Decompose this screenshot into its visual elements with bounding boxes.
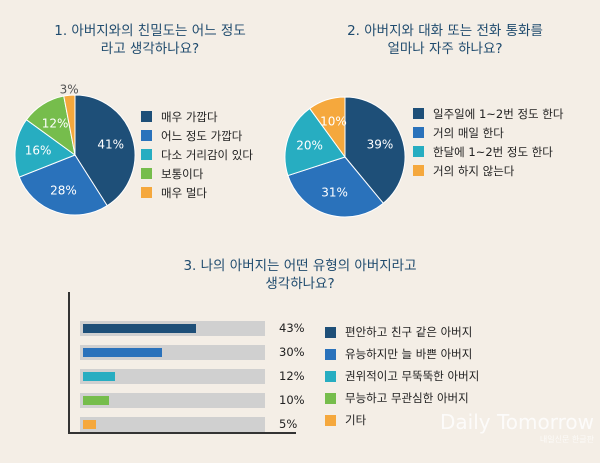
chart1-legend-label-2: 다소 거리감이 있다 bbox=[161, 147, 253, 162]
chart3-bar-2 bbox=[83, 372, 115, 381]
chart3-legend-swatch-3 bbox=[325, 392, 336, 404]
chart2-legend-item-2: 한달에 1~2번 정도 한다 bbox=[413, 142, 563, 161]
chart3-bar-value-0: 43% bbox=[279, 321, 305, 335]
chart3-bar-3 bbox=[83, 396, 110, 405]
chart2-slice-0 bbox=[344, 96, 406, 204]
chart3-bar-value-3: 10% bbox=[279, 393, 305, 407]
chart2-legend-item-1: 거의 매일 한다 bbox=[413, 123, 563, 142]
chart2-legend-label-2: 한달에 1~2번 정도 한다 bbox=[433, 144, 553, 159]
chart3-bar-track-2 bbox=[80, 369, 265, 384]
chart2-slice-2 bbox=[284, 107, 346, 177]
chart1-slice-label-2: 16% bbox=[25, 143, 52, 157]
chart3-bar-track-4 bbox=[80, 417, 265, 432]
chart3-bar-track-0 bbox=[80, 321, 265, 336]
chart2-legend-item-0: 일주일에 1~2번 정도 한다 bbox=[413, 104, 563, 123]
chart3-legend-label-4: 기타 bbox=[345, 413, 367, 427]
chart3-legend-label-0: 편안하고 친구 같은 아버지 bbox=[345, 325, 473, 339]
chart2-legend-swatch-2 bbox=[413, 146, 424, 157]
chart3-y-axis bbox=[68, 292, 70, 434]
chart1-legend-swatch-2 bbox=[141, 149, 152, 160]
chart1-slice-label-3: 12% bbox=[42, 117, 69, 131]
chart1-legend-swatch-3 bbox=[141, 168, 152, 179]
chart3-bar-value-4: 5% bbox=[279, 417, 298, 431]
chart3-legend-swatch-4 bbox=[325, 414, 336, 426]
chart1-legend-swatch-1 bbox=[141, 130, 152, 141]
chart3-x-axis bbox=[68, 432, 296, 434]
chart2-title: 2. 아버지와 대화 또는 전화 통화를 얼마나 자주 하나요? bbox=[347, 23, 543, 57]
chart1-slice-4 bbox=[63, 94, 76, 156]
chart3-legend-label-1: 유능하지만 늘 바쁜 아버지 bbox=[345, 347, 473, 361]
chart2-legend-swatch-1 bbox=[413, 127, 424, 138]
chart1-slice-1 bbox=[18, 154, 108, 216]
chart1-legend-swatch-4 bbox=[141, 187, 152, 198]
chart1-legend-item-3: 보통이다 bbox=[141, 164, 253, 183]
chart3-bar-0 bbox=[83, 324, 197, 333]
chart3-legend-swatch-2 bbox=[325, 370, 336, 382]
chart1-legend-swatch-0 bbox=[141, 111, 152, 122]
chart2-slice-label-0: 39% bbox=[367, 137, 394, 151]
chart2-legend-swatch-3 bbox=[413, 165, 424, 176]
chart3-bar-1 bbox=[83, 348, 162, 357]
watermark-logo: Daily Tomorrow 내일신문 한글판 bbox=[440, 410, 594, 444]
chart2-legend-label-0: 일주일에 1~2번 정도 한다 bbox=[433, 106, 564, 121]
chart3-bar-track-3 bbox=[80, 393, 265, 408]
chart1-legend-item-1: 어느 정도 가깝다 bbox=[141, 126, 253, 145]
chart1-legend-item-0: 매우 가깝다 bbox=[141, 107, 253, 126]
chart3-legend-label-3: 무능하고 무관심한 아버지 bbox=[345, 391, 469, 405]
chart3-legend-item-2: 권위적이고 무뚝뚝한 아버지 bbox=[325, 365, 479, 387]
chart2-slice-1 bbox=[287, 156, 384, 218]
chart2-slice-label-1: 31% bbox=[321, 186, 348, 200]
chart3-legend-swatch-0 bbox=[325, 326, 336, 338]
chart3-legend-swatch-1 bbox=[325, 348, 336, 360]
chart1-legend-item-2: 다소 거리감이 있다 bbox=[141, 145, 253, 164]
chart2-slice-label-3: 10% bbox=[320, 115, 347, 129]
chart2-slice-3 bbox=[309, 96, 346, 159]
chart1-title: 1. 아버지와의 친밀도는 어느 정도 라고 생각하나요? bbox=[54, 23, 246, 57]
chart1-legend-label-0: 매우 가깝다 bbox=[161, 109, 218, 124]
chart3-bar-value-2: 12% bbox=[279, 369, 305, 383]
chart1-slice-label-1: 28% bbox=[50, 183, 77, 197]
chart3-legend-item-3: 무능하고 무관심한 아버지 bbox=[325, 387, 479, 409]
chart3-legend-label-2: 권위적이고 무뚝뚝한 아버지 bbox=[345, 369, 480, 383]
chart1-legend-label-4: 매우 멀다 bbox=[161, 185, 207, 200]
chart1-slice-label-4: 3% bbox=[60, 82, 79, 96]
chart2-slice-label-2: 20% bbox=[296, 139, 323, 153]
chart2-legend-item-3: 거의 하지 않는다 bbox=[413, 161, 563, 180]
chart2-pie: 39% 31% 20% 10% bbox=[284, 96, 406, 218]
chart3-bar-4 bbox=[83, 420, 97, 429]
chart3-legend-item-4: 기타 bbox=[325, 409, 479, 431]
chart1-legend-label-3: 보통이다 bbox=[161, 166, 204, 181]
chart3-bar-track-1 bbox=[80, 345, 265, 360]
chart2-legend-label-3: 거의 하지 않는다 bbox=[433, 163, 515, 178]
chart1-slice-label-0: 41% bbox=[97, 138, 124, 152]
chart1-slice-2 bbox=[14, 119, 77, 178]
chart3-title: 3. 나의 아버지는 어떤 유형의 아버지라고 생각하나요? bbox=[183, 258, 417, 292]
chart3-bar-value-1: 30% bbox=[279, 345, 305, 359]
chart2-legend-label-1: 거의 매일 한다 bbox=[433, 125, 504, 140]
chart3-legend-item-1: 유능하지만 늘 바쁜 아버지 bbox=[325, 343, 479, 365]
chart1-legend-item-4: 매우 멀다 bbox=[141, 183, 253, 202]
chart3-legend-item-0: 편안하고 친구 같은 아버지 bbox=[325, 321, 479, 343]
chart2-legend-swatch-0 bbox=[413, 108, 424, 119]
chart1-legend-label-1: 어느 정도 가깝다 bbox=[161, 128, 243, 143]
chart1-pie: 41% 28% 16% 12% 3% bbox=[14, 82, 136, 216]
